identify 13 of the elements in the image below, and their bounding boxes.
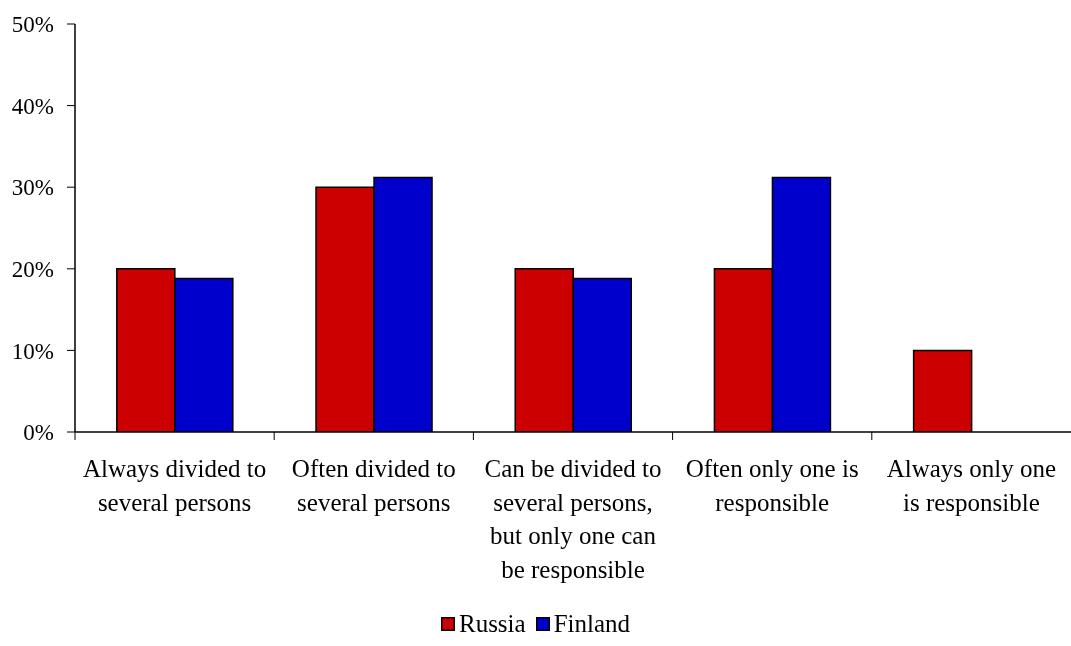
x-tick-label: Can be divided to several persons, but only one can be responsible bbox=[484, 455, 662, 583]
x-tick-label: Always only one is responsible bbox=[886, 455, 1057, 516]
y-tick-label: 50% bbox=[11, 12, 54, 38]
y-tick-label: 10% bbox=[11, 338, 54, 364]
y-tick-label: 0% bbox=[23, 420, 54, 446]
legend-label: Finland bbox=[553, 610, 631, 638]
x-tick-label: Always divided to several persons bbox=[82, 455, 267, 516]
legend-label: Russia bbox=[458, 610, 526, 638]
x-tick-label: Often only one is responsible bbox=[685, 455, 859, 516]
x-tick-label: Often divided to several persons bbox=[291, 455, 456, 516]
y-tick-label: 20% bbox=[11, 256, 54, 282]
y-tick-label: 30% bbox=[11, 175, 54, 201]
y-tick-label: 40% bbox=[11, 93, 54, 119]
